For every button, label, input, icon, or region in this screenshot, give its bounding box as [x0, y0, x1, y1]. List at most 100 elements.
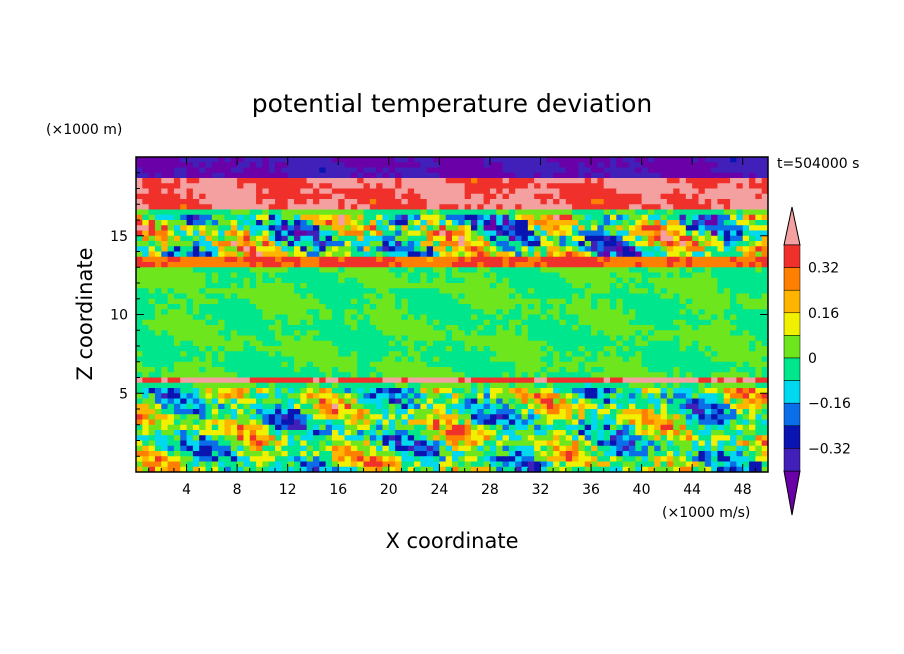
field-cell	[635, 403, 643, 410]
field-cell	[420, 388, 428, 394]
field-cell	[344, 230, 352, 237]
field-cell	[458, 367, 466, 373]
field-cell	[521, 319, 529, 326]
field-cell	[237, 393, 245, 400]
field-cell	[483, 340, 491, 347]
field-cell	[679, 335, 687, 342]
field-cell	[761, 251, 768, 258]
field-cell	[641, 340, 649, 347]
field-cell	[534, 241, 542, 247]
field-cell	[439, 225, 447, 232]
field-cell	[654, 346, 662, 352]
field-cell	[325, 246, 333, 253]
field-cell	[180, 325, 188, 331]
field-cell	[761, 214, 768, 221]
field-cell	[275, 178, 282, 184]
field-cell	[679, 367, 687, 373]
field-cell	[749, 178, 756, 184]
field-cell	[692, 409, 700, 415]
field-cell	[426, 382, 434, 389]
field-cell	[281, 188, 289, 195]
field-cell	[230, 319, 238, 326]
field-cell	[426, 293, 434, 300]
field-cell	[666, 209, 674, 216]
field-cell	[666, 199, 674, 205]
field-cell	[597, 393, 605, 400]
field-cell	[679, 199, 687, 205]
field-cell	[325, 188, 333, 195]
field-cell	[736, 388, 744, 394]
field-cell	[319, 314, 327, 321]
field-cell	[534, 361, 542, 368]
field-cell	[591, 162, 598, 169]
field-cell	[749, 225, 756, 232]
field-cell	[584, 319, 592, 326]
field-cell	[414, 377, 421, 384]
field-cell	[306, 256, 314, 263]
field-cell	[553, 235, 561, 242]
field-cell	[407, 398, 415, 405]
field-cell	[553, 220, 561, 226]
field-cell	[401, 398, 409, 405]
field-cell	[749, 309, 756, 316]
field-cell	[401, 209, 409, 216]
field-cell	[616, 293, 624, 300]
field-cell	[319, 304, 327, 310]
field-cell	[199, 241, 207, 247]
field-cell	[717, 382, 725, 389]
field-cell	[698, 272, 706, 279]
field-cell	[679, 388, 687, 394]
field-cell	[357, 304, 365, 310]
field-cell	[660, 225, 668, 232]
field-cell	[673, 162, 681, 169]
field-cell	[578, 330, 586, 337]
field-cell	[742, 183, 750, 190]
field-cell	[584, 283, 592, 289]
field-cell	[641, 309, 649, 316]
field-cell	[540, 298, 548, 305]
field-cell	[749, 325, 756, 331]
field-cell	[186, 403, 194, 410]
field-cell	[331, 230, 339, 237]
field-cell	[294, 283, 301, 289]
field-cell	[218, 346, 226, 352]
field-cell	[388, 157, 396, 163]
field-cell	[477, 251, 485, 258]
field-cell	[445, 199, 453, 205]
field-cell	[660, 403, 668, 410]
field-cell	[180, 382, 188, 389]
field-cell	[199, 162, 207, 169]
field-cell	[597, 178, 605, 184]
field-cell	[433, 283, 440, 289]
field-cell	[477, 183, 485, 190]
field-cell	[433, 230, 440, 237]
field-cell	[325, 283, 333, 289]
field-cell	[698, 377, 706, 384]
field-cell	[622, 351, 630, 358]
field-cell	[350, 319, 358, 326]
field-cell	[616, 304, 624, 310]
field-cell	[464, 214, 472, 221]
field-cell	[218, 235, 226, 242]
field-cell	[534, 304, 542, 310]
field-cell	[610, 330, 617, 337]
field-cell	[616, 314, 624, 321]
field-cell	[256, 398, 263, 405]
field-cell	[180, 241, 188, 247]
field-cell	[249, 267, 257, 274]
field-cell	[407, 251, 415, 258]
field-cell	[628, 283, 636, 289]
field-cell	[249, 351, 257, 358]
field-cell	[148, 393, 156, 400]
field-cell	[167, 199, 175, 205]
field-cell	[534, 372, 542, 379]
field-cell	[477, 288, 485, 295]
field-cell	[433, 241, 440, 247]
field-cell	[287, 162, 295, 169]
field-cell	[730, 367, 737, 373]
field-cell	[685, 319, 693, 326]
field-cell	[477, 372, 485, 379]
field-cell	[730, 403, 737, 410]
field-cell	[218, 209, 226, 216]
field-cell	[414, 403, 421, 410]
